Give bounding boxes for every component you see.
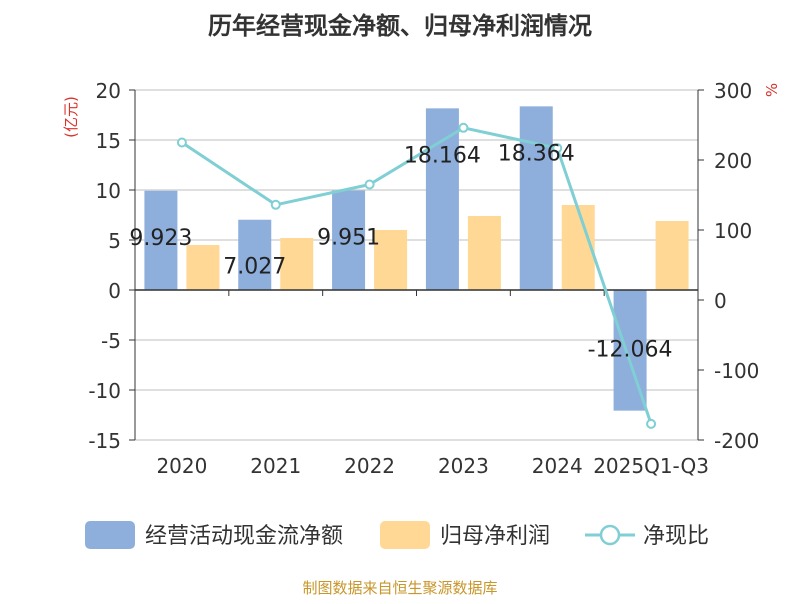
right-tick-label: 100: [714, 219, 752, 243]
ratio-line: [176, 122, 657, 429]
legend-label-cashflow: 经营活动现金流净额: [145, 524, 343, 549]
left-tick-label: -15: [88, 429, 121, 453]
left-tick-label: 15: [96, 129, 121, 153]
x-tick-label: 2022: [344, 454, 395, 478]
ratio-line-path: [181, 126, 653, 425]
right-axis-label: %: [763, 83, 781, 97]
cashflow-data-label: 9.951: [317, 225, 380, 250]
ratio-point: [458, 122, 469, 133]
ratio-point: [552, 143, 563, 154]
ratio-point: [364, 179, 375, 190]
left-tick-label: 5: [108, 229, 121, 253]
ratio-point: [176, 137, 187, 148]
right-tick-label: -200: [714, 429, 759, 453]
ratio-point: [270, 199, 281, 210]
legend: 经营活动现金流净额 归母净利润 净现比: [85, 521, 709, 549]
legend-swatch-profit: [380, 521, 430, 549]
x-tick-label: 2024: [532, 454, 583, 478]
cashflow-bar: [144, 190, 178, 290]
cashflow-bar: [238, 219, 272, 290]
legend-swatch-cashflow: [85, 521, 135, 549]
profit-bar: [655, 221, 689, 290]
left-tick-label: -5: [101, 329, 121, 353]
left-tick-label: 10: [96, 179, 121, 203]
right-tick-label: 200: [714, 149, 752, 173]
profit-bar: [186, 245, 220, 290]
x-tick-label: 2020: [156, 454, 207, 478]
profit-bar: [374, 230, 408, 290]
source-note: 制图数据来自恒生聚源数据库: [302, 579, 497, 597]
profit-bar: [561, 205, 595, 290]
cashflow-data-label: 18.364: [498, 141, 575, 166]
ratio-point: [646, 418, 657, 429]
cashflow-data-label: 18.164: [404, 143, 481, 168]
data-labels: 9.923 7.027 9.951 18.164 18.364 -12.064: [129, 141, 672, 362]
right-tick-label: -100: [714, 359, 759, 383]
cashflow-data-label: 9.923: [129, 226, 192, 251]
x-tick-label: 2025Q1-Q3: [593, 454, 709, 478]
left-tick-label: 0: [108, 279, 121, 303]
cashflow-bar: [519, 106, 553, 290]
axes: 20 15 10 5 0 -5 -10 -15 300 200 100 0 -100 -200 2020 20…: [88, 79, 759, 478]
cashflow-data-label: 7.027: [223, 255, 286, 280]
right-tick-label: 300: [714, 79, 752, 103]
right-tick-label: 0: [714, 289, 727, 313]
legend-label-profit: 归母净利润: [440, 524, 550, 549]
legend-label-ratio: 净现比: [643, 524, 709, 549]
left-tick-label: 20: [96, 79, 121, 103]
x-tick-label: 2023: [438, 454, 489, 478]
chart-title: 历年经营现金净额、归母净利润情况: [208, 12, 592, 40]
cashflow-bar: [332, 190, 366, 290]
cashflow-data-label: -12.064: [588, 338, 673, 363]
cashflow-bar: [425, 108, 459, 290]
x-tick-label: 2021: [250, 454, 301, 478]
profit-bar: [280, 238, 314, 290]
left-tick-label: -10: [88, 379, 121, 403]
profit-bar: [467, 216, 501, 290]
left-axis-label: (亿元): [62, 96, 80, 138]
legend-marker-ratio: [599, 524, 621, 546]
